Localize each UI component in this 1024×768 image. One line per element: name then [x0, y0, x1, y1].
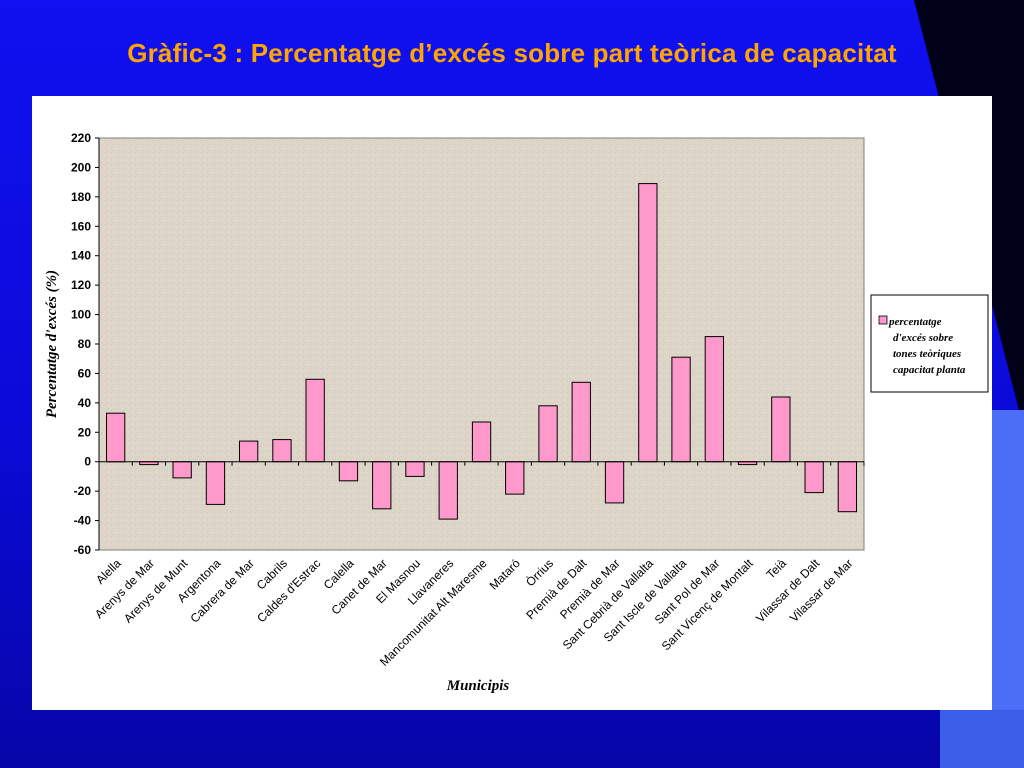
x-tick-label: Alella [93, 556, 124, 587]
plot-area [98, 137, 865, 551]
legend-swatch [878, 315, 888, 325]
bar-21 [804, 461, 824, 494]
y-tick-label: 80 [78, 337, 92, 351]
x-axis-title: Municipis [446, 678, 510, 694]
bar-8 [372, 461, 392, 510]
bar-18 [704, 336, 725, 463]
legend-label-line-4: capacitat planta [893, 364, 966, 376]
y-tick-label: 160 [71, 219, 91, 233]
bar-17 [671, 356, 691, 463]
y-tick-label: -20 [74, 484, 92, 498]
chart-panel: -60 -40 -20 0 20 40 60 80 100 120 140 160 180 200 220 … [32, 96, 992, 710]
y-tick-label: 120 [71, 278, 91, 292]
bar-15 [604, 461, 625, 504]
y-tick-label: 220 [71, 131, 91, 145]
y-tick-label: -40 [74, 514, 92, 528]
bar-chart: -60-40-20020406080100120140160180200220 … [44, 131, 989, 694]
bar-11 [471, 421, 492, 463]
bar-2 [172, 461, 192, 479]
legend-label-line-1: percentatge [888, 316, 942, 328]
y-tick-label: 20 [78, 425, 92, 439]
bar-20 [771, 396, 791, 463]
bar-22 [837, 461, 858, 513]
legend-label-line-3: tones teòriques [893, 348, 961, 360]
x-tick-label: Mataró [487, 556, 524, 593]
slide-title: Gràfic-3 : Percentatge d’excés sobre par… [127, 38, 897, 68]
bar-0 [106, 412, 126, 463]
bar-16 [638, 183, 658, 463]
y-tick-label: 140 [71, 249, 91, 263]
accent-bar-bottom [940, 710, 1024, 768]
y-tick-label: 180 [71, 190, 91, 204]
accent-bar [992, 410, 1024, 768]
bar-13 [538, 405, 558, 463]
y-axis-title: Percentatge d'excés (%) [44, 270, 60, 418]
bar-9 [405, 461, 425, 477]
y-tick-label: 200 [71, 160, 91, 174]
bar-4 [239, 440, 259, 463]
y-tick-label: 100 [71, 308, 91, 322]
y-tick-label: -60 [74, 543, 92, 557]
bar-5 [272, 439, 292, 463]
y-tick-label: 40 [78, 396, 92, 410]
bar-12 [505, 461, 525, 495]
bar-10 [438, 461, 458, 520]
y-tick-label: 60 [78, 366, 92, 380]
x-tick-label: Teià [763, 556, 789, 582]
legend: percentatge d'excés sobre tones teòrique… [870, 294, 989, 393]
bar-7 [338, 461, 359, 482]
bar-6 [305, 378, 325, 463]
bar-14 [571, 381, 591, 463]
bar-3 [205, 461, 226, 505]
y-tick-label: 0 [84, 455, 91, 469]
legend-label-line-2: d'excés sobre [893, 332, 953, 344]
